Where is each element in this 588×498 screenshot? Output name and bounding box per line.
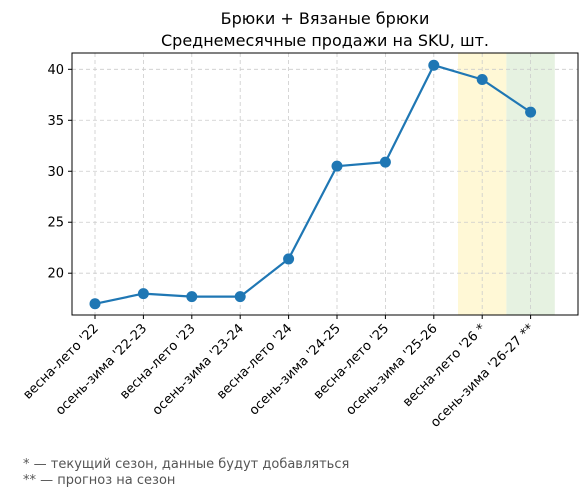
data-point — [525, 106, 537, 118]
x-tick-label: весна-лето '26 * — [400, 321, 489, 410]
grid-lines — [72, 53, 578, 315]
x-tick-label: осень-зима '24-25 — [247, 321, 344, 418]
series-line-group — [89, 59, 537, 310]
x-tick-label: осень-зима '25-26 — [343, 321, 440, 418]
data-point — [283, 253, 295, 265]
highlight-bands — [458, 53, 555, 315]
data-point — [89, 298, 101, 310]
y-tick-label: 30 — [47, 165, 64, 180]
x-tick-label: осень-зима '22-23 — [53, 321, 150, 418]
chart-title-line2: Среднемесячные продажи на SKU, шт. — [161, 31, 489, 50]
y-tick-label: 20 — [47, 267, 64, 282]
footnote-forecast: ** — прогноз на сезон — [23, 473, 176, 488]
chart-title-line1: Брюки + Вязаные брюки — [221, 9, 430, 28]
y-tick-label: 40 — [47, 63, 64, 78]
data-point — [186, 291, 198, 303]
highlight-band-1 — [458, 53, 507, 315]
data-point — [476, 74, 488, 86]
highlight-band-2 — [506, 53, 555, 315]
series-line — [94, 64, 532, 305]
footnote-current-season: * — текущий сезон, данные будут добавлят… — [23, 457, 350, 472]
y-tick-label: 25 — [47, 216, 64, 231]
data-point — [379, 156, 391, 168]
data-point — [331, 160, 343, 172]
data-point — [234, 291, 246, 303]
y-axis: 20 25 30 35 40 — [47, 63, 72, 282]
plot-frame — [71, 52, 579, 316]
y-tick-label: 35 — [47, 114, 64, 129]
x-tick-label: осень-зима '23-24 — [150, 321, 247, 418]
data-point — [137, 288, 149, 300]
data-point — [428, 59, 440, 71]
